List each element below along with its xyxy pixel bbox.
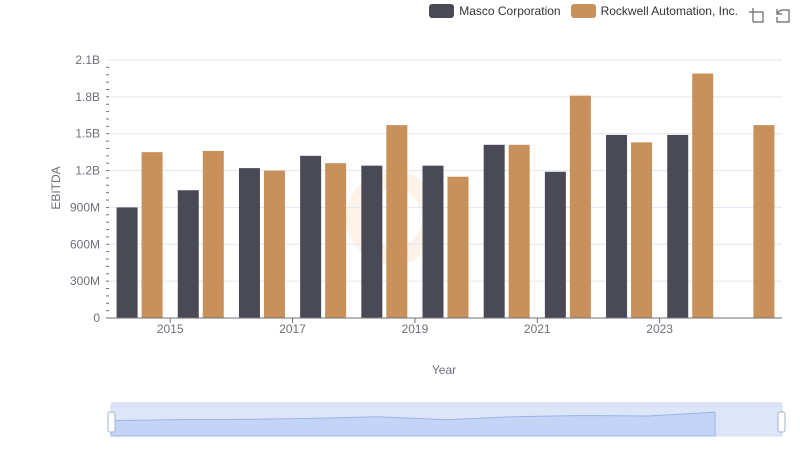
- y-tick-label: 1.2B: [75, 164, 100, 178]
- bar-rockwell-2023: [692, 73, 714, 318]
- y-tick-label: 2.1B: [75, 53, 100, 67]
- bar-masco-2014: [116, 207, 138, 318]
- y-tick-label: 0: [93, 311, 100, 325]
- bar-masco-2023: [667, 134, 689, 318]
- data-zoom-slider[interactable]: [107, 402, 786, 437]
- bar-rockwell-2020: [508, 144, 530, 318]
- legend-item-rockwell[interactable]: Rockwell Automation, Inc.: [570, 4, 738, 18]
- bar-masco-2020: [483, 144, 505, 318]
- y-tick-label: 1.5B: [75, 127, 100, 141]
- axes: 0 300M 600M 900M 1.2B 1.5B 1.8B 2.1B 2015 2017 201…: [70, 53, 782, 336]
- legend-swatch-masco: [429, 4, 455, 18]
- restore-icon[interactable]: [774, 7, 790, 23]
- slider-preview-area: [110, 411, 716, 437]
- slider-top-bar[interactable]: [111, 402, 782, 407]
- bar-masco-2016: [238, 168, 260, 318]
- x-tick-label: 2015: [157, 322, 184, 336]
- bar-rockwell-2021: [569, 95, 591, 318]
- bar-masco-2022: [606, 134, 628, 318]
- chart-legend: Masco Corporation Rockwell Automation, I…: [429, 4, 738, 18]
- y-tick-label: 300M: [70, 274, 100, 288]
- x-axis-title: Year: [432, 363, 456, 377]
- bar-rockwell-2015: [202, 150, 224, 318]
- bar-rockwell-2022: [631, 142, 653, 318]
- legend-label-masco: Masco Corporation: [459, 4, 561, 18]
- x-tick-label: 2019: [402, 322, 429, 336]
- legend-swatch-rockwell: [570, 4, 596, 18]
- bar-masco-2021: [544, 171, 566, 318]
- y-axis-title: EBITDA: [49, 166, 63, 209]
- bar-rockwell-2014: [141, 152, 163, 318]
- bar-masco-2019: [422, 165, 444, 318]
- y-tick-label: 900M: [70, 200, 100, 214]
- bar-masco-2017: [300, 155, 322, 318]
- x-tick-label: 2023: [646, 322, 673, 336]
- y-tick-label: 600M: [70, 237, 100, 251]
- bar-rockwell-2018: [386, 125, 408, 318]
- chart-toolbox: [748, 7, 790, 23]
- bars: [116, 73, 775, 318]
- bar-rockwell-2016: [263, 170, 285, 318]
- bar-masco-2018: [361, 165, 383, 318]
- x-tick-label: 2021: [524, 322, 551, 336]
- bar-rockwell-2017: [325, 163, 347, 318]
- slider-handle-left[interactable]: [107, 411, 116, 433]
- bar-rockwell-2019: [447, 176, 469, 318]
- bar-masco-2015: [177, 190, 199, 318]
- y-tick-label: 1.8B: [75, 90, 100, 104]
- legend-label-rockwell: Rockwell Automation, Inc.: [600, 4, 738, 18]
- zoom-icon[interactable]: [748, 7, 764, 23]
- slider-handle-right[interactable]: [777, 411, 786, 433]
- legend-item-masco[interactable]: Masco Corporation: [429, 4, 561, 18]
- x-tick-label: 2017: [279, 322, 306, 336]
- bar-rockwell-2024: [753, 125, 775, 318]
